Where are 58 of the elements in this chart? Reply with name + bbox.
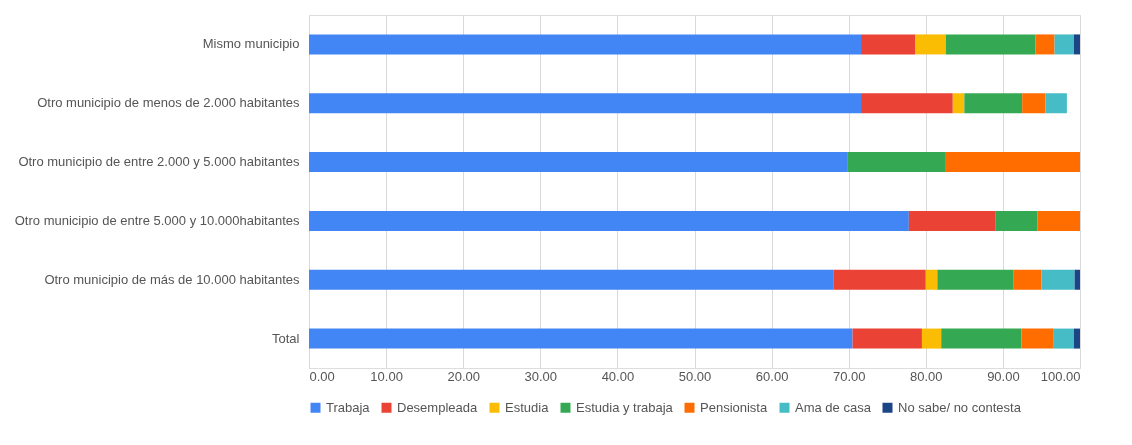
x-tick-label: 10.00 <box>370 368 403 384</box>
bar <box>925 269 938 290</box>
bar <box>1041 269 1075 290</box>
legend-label: Ama de casa <box>795 399 872 415</box>
bar <box>1053 328 1074 349</box>
bar <box>861 34 916 55</box>
bar <box>1073 328 1080 349</box>
y-tick-label: Otro municipio de entre 5.000 y 10.000habitantes <box>14 212 300 228</box>
bar <box>964 93 1023 114</box>
bar <box>1035 34 1055 55</box>
x-tick-label: 40.00 <box>601 368 635 384</box>
y-tick-label: Mismo municipio <box>202 36 300 52</box>
bar <box>309 34 862 55</box>
x-tick-label: 20.00 <box>447 368 480 384</box>
x-tick-label: 50.00 <box>678 368 712 384</box>
bar <box>941 328 1022 349</box>
bar <box>915 34 946 55</box>
bar <box>1013 269 1042 290</box>
legend-label: Estudia y trabaja <box>576 399 674 415</box>
bar <box>945 34 1036 55</box>
bar <box>937 269 1014 290</box>
bar <box>1022 93 1046 114</box>
y-tick-label: Otro municipio de menos de 2.000 habitantes <box>37 95 300 111</box>
bar <box>921 328 942 349</box>
legend-label: Trabaja <box>326 399 371 415</box>
bar <box>1037 210 1080 231</box>
bar <box>309 93 862 114</box>
x-tick-label: 30.00 <box>524 368 558 384</box>
bar <box>1045 93 1067 114</box>
legend-label: Desempleada <box>397 399 478 415</box>
y-tick-label: Otro municipio de entre 2.000 y 5.000 habitantes <box>18 154 300 170</box>
bar <box>952 93 965 114</box>
legend-label: No sabe/ no contesta <box>898 399 1022 415</box>
bar <box>1074 269 1080 290</box>
bar <box>847 152 946 173</box>
bar <box>309 152 848 173</box>
x-tick-label: 100.00 <box>1040 368 1081 384</box>
bar <box>1054 34 1074 55</box>
bar <box>309 269 834 290</box>
bar <box>309 210 909 231</box>
y-tick-label: Total <box>272 330 300 346</box>
x-tick-label: 70.00 <box>832 368 866 384</box>
x-tick-label: 60.00 <box>755 368 789 384</box>
bar <box>309 328 853 349</box>
x-tick-label: 0.00 <box>309 368 335 384</box>
bar <box>861 93 953 114</box>
x-tick-label: 90.00 <box>987 368 1020 384</box>
bar <box>1073 34 1080 55</box>
legend-label: Pensionista <box>700 399 768 415</box>
legend-label: Estudia <box>505 399 550 415</box>
bar <box>908 210 996 231</box>
bar <box>833 269 926 290</box>
bar <box>945 152 1080 173</box>
bar <box>1021 328 1054 349</box>
x-tick-label: 80.00 <box>910 368 943 384</box>
bar <box>852 328 922 349</box>
bar <box>995 210 1038 231</box>
y-tick-label: Otro municipio de más de 10.000 habitantes <box>44 271 300 287</box>
